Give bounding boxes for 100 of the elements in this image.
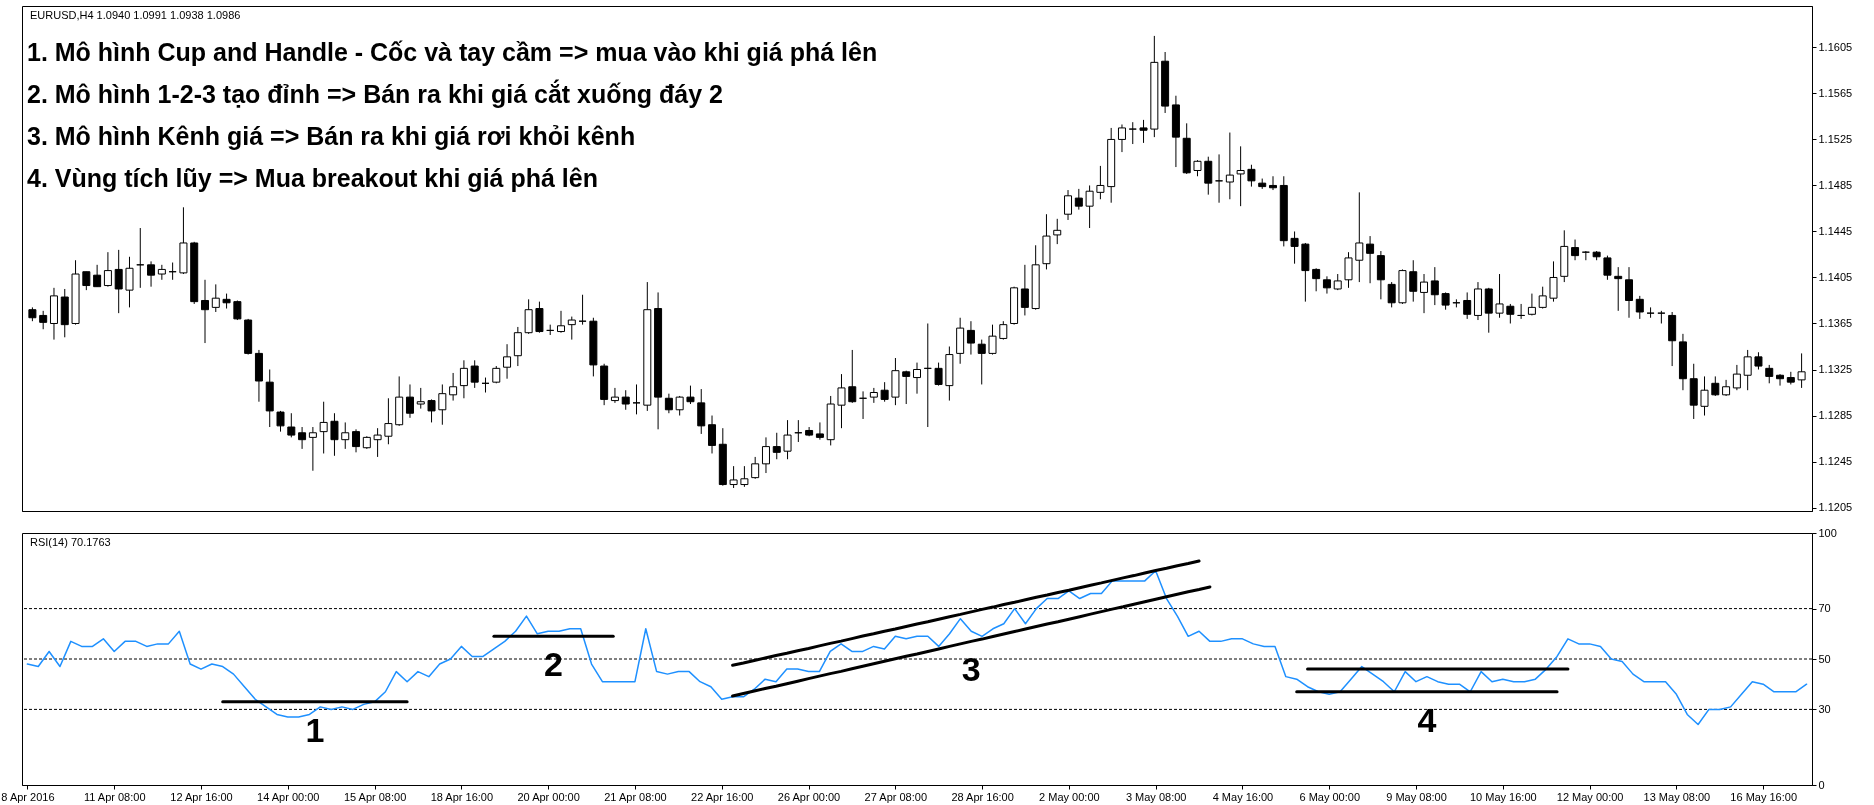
candlestick (384, 397, 393, 445)
candlestick (1776, 373, 1785, 387)
candlestick (729, 465, 738, 489)
x-tick-label: 6 May 00:00 (1299, 790, 1361, 803)
candlestick (287, 412, 296, 438)
y-tick-label: 1.1565 (1818, 86, 1853, 99)
candlestick (1409, 259, 1418, 303)
candlestick (147, 260, 156, 288)
x-tick-label: 12 Apr 16:00 (170, 790, 233, 803)
candlestick (524, 298, 533, 335)
candlestick (1064, 189, 1073, 221)
candlestick (837, 373, 846, 429)
candlestick (1495, 273, 1504, 319)
y-tick-label: 1.1205 (1818, 501, 1853, 514)
candlestick (815, 421, 824, 441)
candlestick (783, 419, 792, 460)
x-tick-label: 15 Apr 08:00 (343, 790, 407, 803)
y-tick-label: 1.1605 (1818, 40, 1853, 53)
candlestick (1538, 286, 1547, 310)
candlestick (1635, 295, 1644, 320)
candlestick (686, 385, 695, 405)
chart-title: EURUSD,H4 1.0940 1.0991 1.0938 1.0986 (30, 9, 241, 21)
y-tick-label: 100 (1818, 526, 1837, 539)
candlestick (1322, 275, 1331, 295)
annotation: 3. Mô hình Kênh giá => Bán ra khi giá rơi khỏi kênh (27, 122, 636, 150)
candlestick (966, 320, 975, 356)
x-tick-label: 27 Apr 08:00 (864, 790, 927, 803)
annotation: 2. Mô hình 1-2-3 tạo đỉnh => Bán ra khi giá cắt xuống đáy 2 (27, 79, 723, 108)
y-tick-label: 1.1245 (1818, 455, 1853, 468)
candlestick (1312, 267, 1321, 292)
candlestick (373, 427, 382, 458)
y-tick-label: 70 (1818, 602, 1831, 615)
candlestick (1765, 364, 1774, 384)
y-tick-label: 50 (1818, 652, 1831, 665)
candlestick (610, 387, 619, 404)
candlestick (114, 249, 123, 314)
candlestick (535, 301, 544, 334)
x-tick-label: 28 Apr 16:00 (951, 790, 1014, 803)
candlestick (330, 412, 339, 457)
candlestick (103, 251, 112, 288)
candlestick (1117, 123, 1126, 153)
chart-title: RSI(14) 70.1763 (30, 536, 111, 548)
candlestick (761, 436, 770, 474)
candlestick (621, 389, 630, 411)
candlestick (211, 283, 220, 313)
x-tick-label: 2 May 00:00 (1039, 790, 1100, 803)
candlestick (1247, 164, 1256, 188)
candlestick (459, 359, 468, 399)
candlestick (664, 393, 673, 414)
y-tick-label: 1.1445 (1818, 224, 1853, 237)
candlestick (93, 264, 102, 288)
candlestick (1614, 266, 1623, 312)
candlestick (1128, 121, 1137, 145)
x-tick-label: 21 Apr 08:00 (604, 790, 667, 803)
candlestick (1646, 306, 1655, 319)
candlestick (567, 316, 576, 341)
annotation: 1. Mô hình Cup and Handle - Cốc và tay cầm => mua vào khi giá phá lên (27, 38, 878, 66)
candlestick (125, 256, 134, 308)
candlestick (557, 310, 565, 334)
candlestick (1387, 281, 1396, 308)
candlestick (1571, 239, 1580, 261)
candlestick (1215, 153, 1224, 204)
y-tick-label: 30 (1818, 702, 1831, 715)
candlestick (513, 326, 522, 367)
candlestick (751, 456, 760, 480)
candlestick (1204, 156, 1213, 196)
candlestick (848, 349, 857, 404)
candlestick (880, 381, 889, 403)
candlestick (427, 398, 436, 423)
candlestick (39, 310, 48, 330)
candlestick (438, 383, 447, 426)
candlestick (977, 339, 986, 385)
x-tick-label: 20 Apr 00:00 (517, 790, 580, 803)
y-tick-label: 1.1405 (1818, 270, 1853, 283)
series-label: 4 (1417, 700, 1437, 739)
series-label: 2 (544, 645, 564, 684)
y-tick-label: 1.1365 (1818, 316, 1853, 329)
x-tick-label: 9 May 08:00 (1386, 790, 1447, 803)
candlestick (1797, 352, 1806, 389)
candlestick (1366, 235, 1375, 284)
candlestick (1269, 175, 1277, 191)
candlestick (341, 421, 350, 450)
candlestick (934, 362, 943, 387)
x-tick-label: 13 May 08:00 (1643, 790, 1711, 803)
candlestick (913, 362, 921, 395)
series-label: 1 (305, 710, 325, 749)
x-tick-label: 11 Apr 08:00 (83, 790, 146, 803)
x-tick-label: 14 Apr 00:00 (257, 790, 320, 803)
candlestick (1603, 255, 1612, 281)
candlestick (1096, 165, 1105, 200)
x-tick-label: 18 Apr 16:00 (430, 790, 494, 803)
candlestick (82, 271, 91, 291)
candlestick (1463, 291, 1472, 320)
y-tick-label: 1.1525 (1818, 132, 1853, 145)
x-tick-label: 22 Apr 16:00 (691, 790, 754, 803)
x-tick-label: 3 May 08:00 (1125, 790, 1187, 803)
candlestick (708, 415, 717, 454)
candlestick (1355, 191, 1364, 283)
candlestick (1625, 266, 1633, 319)
x-tick-label: 10 May 16:00 (1469, 790, 1537, 803)
